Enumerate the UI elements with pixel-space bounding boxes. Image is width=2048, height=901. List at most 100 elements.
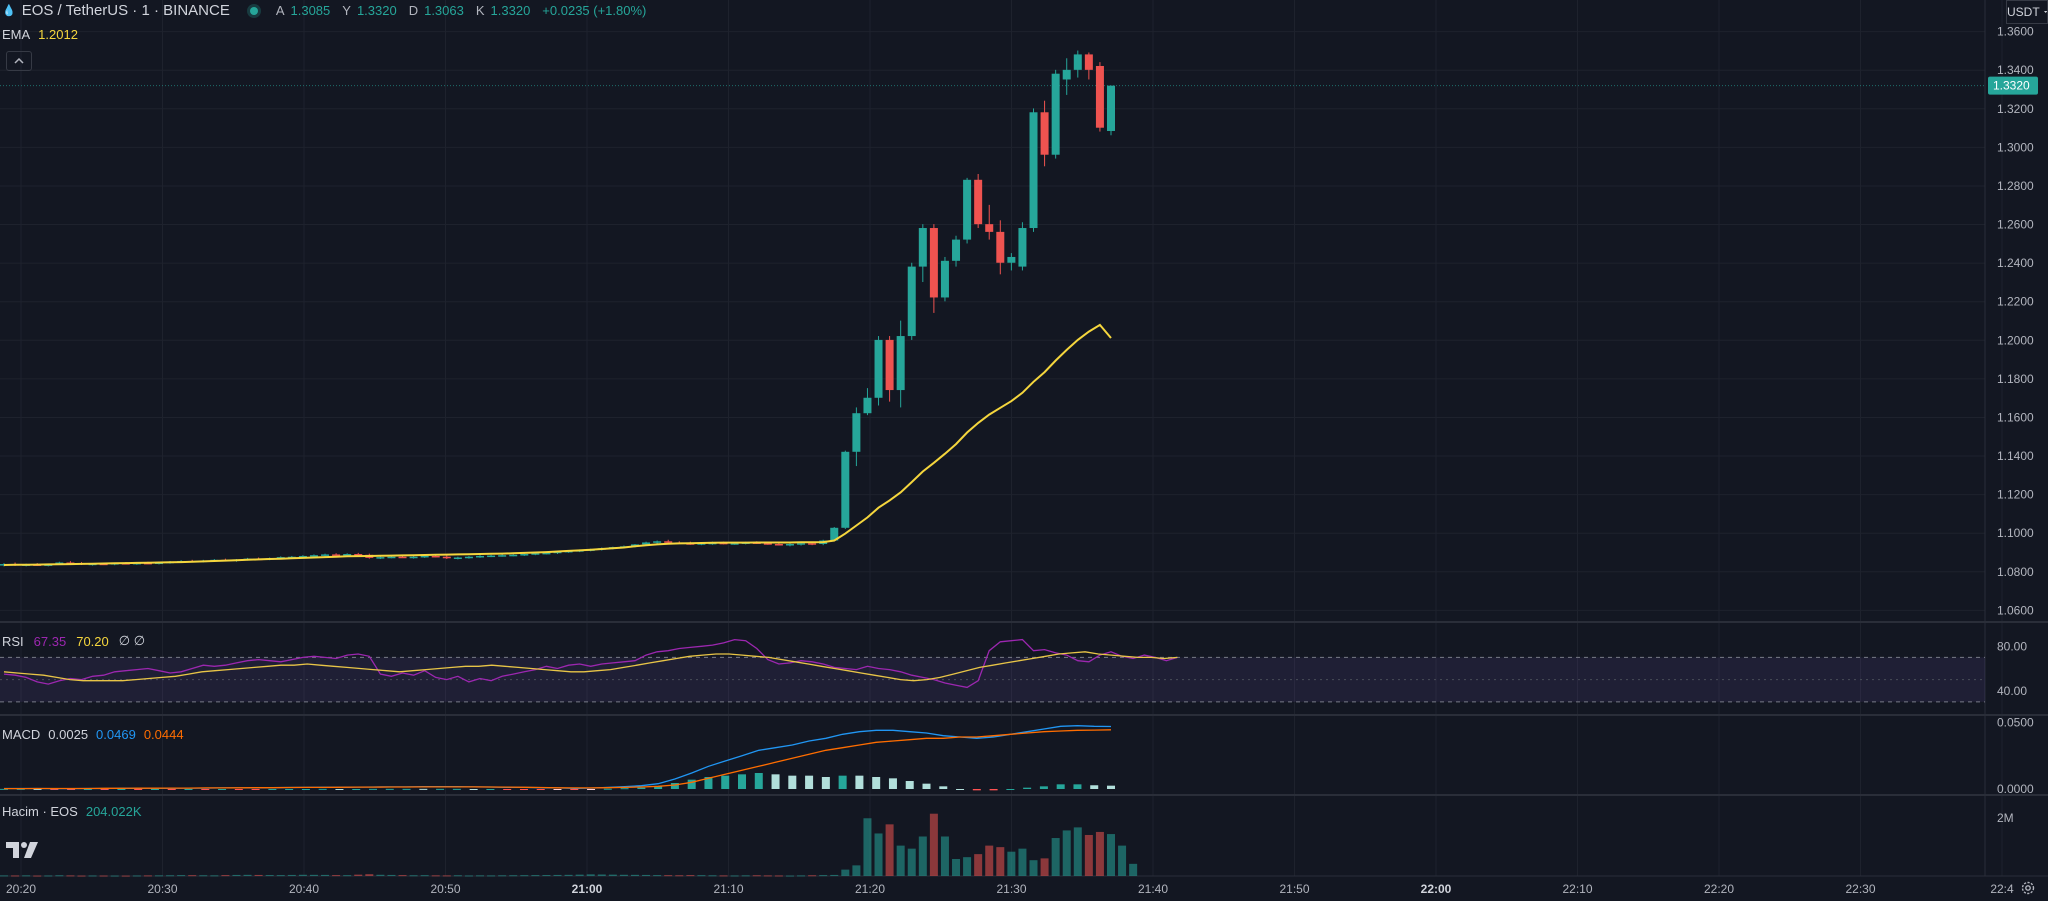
volume-bar bbox=[309, 874, 318, 876]
price-tick-label: 1.0800 bbox=[1997, 565, 2034, 579]
macd-histogram-bar bbox=[452, 788, 461, 790]
macd-histogram-bar bbox=[469, 789, 478, 790]
macd-pane[interactable] bbox=[0, 725, 1115, 791]
ema-layer bbox=[3, 323, 1112, 566]
macd-histogram-bar bbox=[167, 789, 176, 790]
volume-bar bbox=[55, 875, 64, 877]
time-tick-label: 22:20 bbox=[1704, 882, 1734, 896]
rsi-ma-value: 70.20 bbox=[76, 633, 109, 649]
macd-histogram-bar bbox=[603, 788, 612, 790]
candles-layer bbox=[0, 50, 1115, 567]
volume-bar bbox=[553, 874, 562, 876]
candle-body bbox=[332, 554, 341, 556]
last-price-label: 1.3320 bbox=[1993, 79, 2030, 93]
volume-bar bbox=[177, 875, 186, 877]
macd-histogram-bar bbox=[620, 788, 629, 790]
candle-body bbox=[354, 554, 363, 556]
symbol-header[interactable]: 💧 EOS / TetherUS · 1 · BINANCE A 1.3085 Y… bbox=[2, 2, 646, 19]
time-tick-label: 21:00 bbox=[572, 882, 603, 896]
volume-bar bbox=[332, 875, 341, 877]
macd-histogram-bar bbox=[972, 789, 981, 791]
price-axis[interactable]: 1.0600 1.0800 1.1000 1.1200 1.1400 1.1600 1.18… bbox=[1988, 25, 2038, 825]
candle-body bbox=[442, 556, 451, 559]
candle-body bbox=[509, 554, 518, 557]
volume-bar bbox=[874, 833, 883, 876]
close-label: K bbox=[475, 3, 485, 18]
candle-body bbox=[398, 556, 407, 559]
volume-bar bbox=[254, 874, 263, 876]
macd-histogram-bar bbox=[218, 789, 227, 790]
volume-bar bbox=[619, 874, 628, 876]
macd-histogram-bar bbox=[570, 789, 579, 790]
price-tick-label: 1.2000 bbox=[1997, 333, 2034, 347]
volume-bar bbox=[476, 875, 485, 877]
candle-body bbox=[885, 339, 894, 391]
time-tick-label: 22:10 bbox=[1562, 882, 1592, 896]
volume-bar bbox=[929, 813, 938, 876]
macd-histogram-bar bbox=[150, 789, 159, 790]
macd-histogram-bar bbox=[754, 773, 763, 789]
macd-histogram-bar bbox=[301, 789, 310, 790]
candle-body bbox=[874, 339, 883, 398]
candle-body bbox=[520, 554, 529, 556]
rsi-legend[interactable]: RSI 67.35 70.20 ∅ ∅ bbox=[2, 633, 145, 649]
volume-bar bbox=[442, 875, 451, 877]
gear-icon[interactable] bbox=[2020, 880, 2036, 896]
candle-body bbox=[464, 556, 473, 559]
candle-body bbox=[774, 543, 783, 546]
macd-histogram-bar bbox=[771, 774, 780, 789]
macd-tick-label: 0.0500 bbox=[1997, 715, 2034, 729]
time-tick-label: 21:40 bbox=[1138, 882, 1168, 896]
candle-body bbox=[476, 555, 485, 558]
rsi-pane[interactable] bbox=[0, 638, 1985, 703]
candle-body bbox=[797, 543, 806, 545]
volume-bar bbox=[896, 845, 905, 876]
high-value: 1.3320 bbox=[356, 3, 397, 18]
price-tick-label: 1.1800 bbox=[1997, 372, 2034, 386]
volume-bar bbox=[221, 875, 230, 877]
volume-bar bbox=[819, 875, 828, 877]
volume-bar bbox=[354, 874, 363, 876]
volume-bar bbox=[630, 874, 639, 876]
macd-histogram-bar bbox=[50, 789, 59, 790]
price-tick-label: 1.2200 bbox=[1997, 295, 2034, 309]
volume-bar bbox=[154, 875, 163, 877]
volume-bar bbox=[321, 874, 330, 876]
volume-bar bbox=[287, 874, 296, 876]
time-axis[interactable]: 20:20 20:30 20:40 20:50 21:00 21:10 21:20 21:30… bbox=[6, 882, 2014, 896]
currency-selector[interactable]: USDT bbox=[2006, 0, 2048, 24]
market-status-icon bbox=[249, 6, 258, 15]
candle-body bbox=[985, 224, 994, 232]
ema-label: EMA bbox=[2, 27, 31, 42]
volume-pane[interactable] bbox=[0, 813, 1138, 877]
rsi-line bbox=[3, 638, 1178, 689]
volume-bar bbox=[520, 875, 529, 877]
volume-bar bbox=[996, 847, 1005, 876]
tradingview-logo-icon[interactable] bbox=[6, 840, 40, 865]
symbol-title[interactable]: EOS / TetherUS · 1 · BINANCE bbox=[21, 2, 230, 19]
macd-histogram-bar bbox=[268, 789, 277, 790]
price-tick-label: 1.1400 bbox=[1997, 449, 2034, 463]
volume-bar bbox=[564, 874, 573, 876]
volume-label: Hacim · EOS bbox=[2, 804, 78, 819]
candle-body bbox=[852, 413, 861, 452]
macd-histogram-bar bbox=[989, 789, 998, 791]
volume-bar bbox=[376, 874, 385, 876]
volume-legend[interactable]: Hacim · EOS 204.022K bbox=[2, 804, 142, 819]
macd-legend[interactable]: MACD 0.0025 0.0469 0.0444 bbox=[2, 727, 184, 742]
macd-histogram-bar bbox=[788, 775, 797, 789]
volume-bar bbox=[132, 875, 141, 877]
volume-bar bbox=[963, 857, 972, 876]
macd-value: 0.0469 bbox=[96, 727, 136, 742]
macd-histogram-bar bbox=[419, 788, 428, 790]
ema-legend[interactable]: EMA 1.2012 bbox=[2, 27, 78, 42]
candle-body bbox=[830, 527, 839, 541]
macd-histogram-bar bbox=[1073, 784, 1082, 789]
macd-histogram-bar bbox=[33, 789, 42, 790]
candle-body bbox=[1107, 85, 1115, 131]
macd-histogram-bar bbox=[654, 786, 663, 789]
chevron-up-icon[interactable] bbox=[6, 51, 32, 71]
volume-bar bbox=[33, 875, 42, 877]
macd-histogram-bar bbox=[100, 789, 109, 790]
